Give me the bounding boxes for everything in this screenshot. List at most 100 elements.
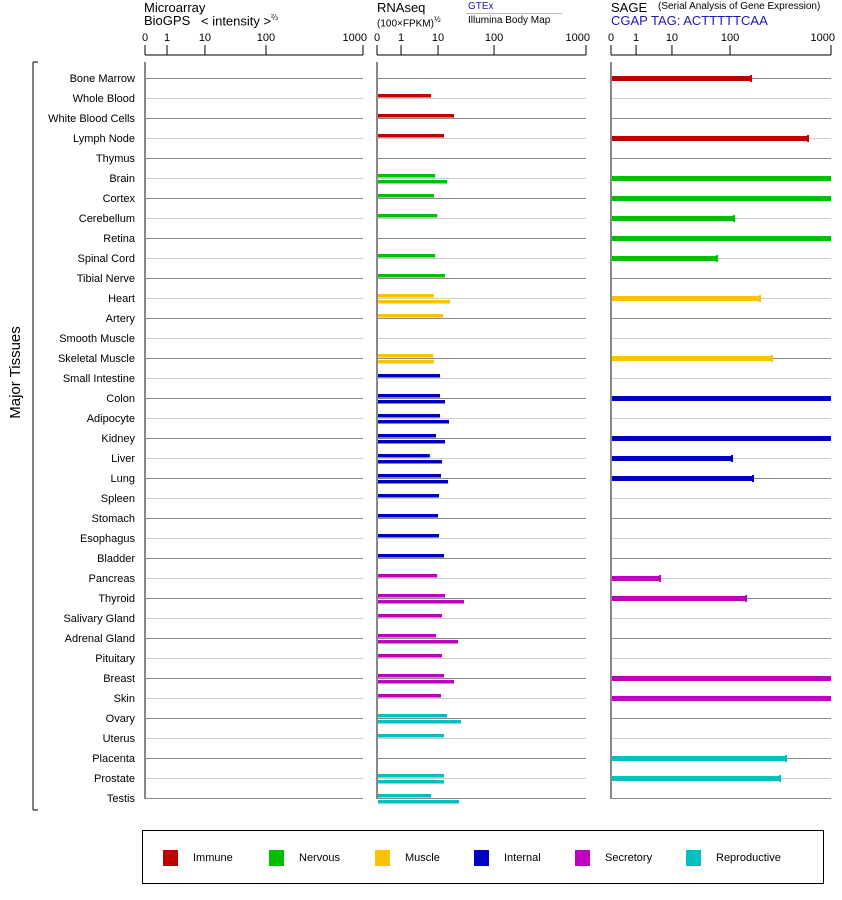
sage-bar-cap bbox=[745, 595, 748, 602]
tissue-label: Retina bbox=[103, 233, 136, 245]
sage-bar bbox=[612, 216, 735, 221]
microarray-title: Microarray bbox=[144, 0, 206, 15]
legend-item-nervous: Nervous bbox=[269, 850, 340, 866]
rnaseq-bar bbox=[378, 180, 448, 184]
tissue-label: Cortex bbox=[103, 193, 136, 205]
rnaseq-bar bbox=[378, 514, 439, 518]
tissue-label: Tibial Nerve bbox=[77, 273, 135, 285]
legend-label: Nervous bbox=[299, 852, 340, 864]
legend-swatch bbox=[474, 850, 489, 866]
sage-cgap-tag[interactable]: CGAP TAG: ACTTTTTCAA bbox=[611, 13, 768, 28]
rnaseq-bar bbox=[378, 114, 455, 118]
rnaseq-bar bbox=[378, 480, 449, 484]
tissue-label: Skeletal Muscle bbox=[58, 353, 135, 365]
legend-swatch bbox=[575, 850, 590, 866]
tissue-label: Ovary bbox=[106, 713, 136, 725]
rnaseq-bar bbox=[378, 734, 445, 738]
tissue-label: Stomach bbox=[92, 513, 135, 525]
sage-tick-label: 100 bbox=[721, 32, 739, 44]
tissue-label: Spleen bbox=[101, 493, 135, 505]
sage-bar-cap bbox=[733, 215, 736, 222]
tissue-label: Skin bbox=[114, 693, 135, 705]
tissue-label: Spinal Cord bbox=[78, 253, 135, 265]
rnaseq-bar bbox=[378, 434, 436, 438]
sage-bar-cap bbox=[716, 255, 719, 262]
tissue-label: Cerebellum bbox=[79, 213, 135, 225]
legend-item-secretory: Secretory bbox=[575, 850, 652, 866]
rnaseq-bar bbox=[378, 640, 459, 644]
microarray-unit-exponent: ⅔ bbox=[271, 13, 278, 22]
tissue-label: Liver bbox=[111, 453, 135, 465]
rnaseq-tick-label: 10 bbox=[432, 32, 444, 44]
illumina-body-map-label: Illumina Body Map bbox=[468, 15, 551, 26]
sage-bar bbox=[612, 456, 733, 461]
rnaseq-bar bbox=[378, 794, 432, 798]
tissue-label: Kidney bbox=[101, 433, 135, 445]
rnaseq-bar bbox=[378, 674, 445, 678]
sage-bar bbox=[612, 296, 760, 301]
legend: Immune Nervous Muscle Internal Secretory… bbox=[142, 830, 824, 884]
sage-bar-cap bbox=[750, 75, 753, 82]
sage-bar-cap bbox=[770, 355, 773, 362]
rnaseq-bar bbox=[378, 694, 442, 698]
rnaseq-bar bbox=[378, 634, 436, 638]
legend-swatch bbox=[375, 850, 390, 866]
rnaseq-bar bbox=[378, 274, 445, 278]
rnaseq-tick-label: 1 bbox=[398, 32, 404, 44]
sage-bar-cap bbox=[758, 295, 761, 302]
tissue-label: Thyroid bbox=[98, 593, 135, 605]
rnaseq-bar bbox=[378, 594, 445, 598]
legend-item-reproductive: Reproductive bbox=[686, 850, 781, 866]
tissue-label: Colon bbox=[106, 393, 135, 405]
sage-subtitle: (Serial Analysis of Gene Expression) bbox=[658, 1, 821, 12]
sage-bar-cap bbox=[779, 775, 782, 782]
rnaseq-bar bbox=[378, 194, 434, 198]
tissue-label: Lung bbox=[111, 473, 135, 485]
sage-bar-cap bbox=[806, 135, 809, 142]
tissue-label: Breast bbox=[103, 673, 135, 685]
rnaseq-unit-exponent: ½ bbox=[433, 15, 441, 24]
microarray-tick-label: 0 bbox=[142, 32, 148, 44]
rnaseq-bar bbox=[378, 374, 441, 378]
legend-swatch bbox=[269, 850, 284, 866]
legend-item-immune: Immune bbox=[163, 850, 233, 866]
sage-bar bbox=[612, 756, 787, 761]
sage-bar bbox=[612, 256, 718, 261]
gtex-link[interactable]: GTEx bbox=[468, 1, 494, 12]
sage-bar bbox=[612, 76, 752, 81]
tissue-label: Whole Blood bbox=[73, 93, 135, 105]
tissue-label: Lymph Node bbox=[73, 133, 135, 145]
tissue-label: Heart bbox=[108, 293, 135, 305]
legend-label: Immune bbox=[193, 852, 233, 864]
rnaseq-bar bbox=[378, 440, 445, 444]
tissue-label: Bone Marrow bbox=[70, 73, 135, 85]
tissue-label: Adipocyte bbox=[87, 413, 135, 425]
legend-item-muscle: Muscle bbox=[375, 850, 440, 866]
rnaseq-bar bbox=[378, 614, 443, 618]
legend-label: Internal bbox=[504, 852, 541, 864]
legend-swatch bbox=[163, 850, 178, 866]
microarray-tick-label: 1 bbox=[164, 32, 170, 44]
sage-bar bbox=[612, 396, 831, 401]
rnaseq-bar bbox=[378, 400, 445, 404]
rnaseq-bar bbox=[378, 414, 441, 418]
tissue-label: Uterus bbox=[103, 733, 136, 745]
rnaseq-bar bbox=[378, 574, 438, 578]
rnaseq-bar bbox=[378, 494, 440, 498]
microarray-unit: < intensity >⅔ bbox=[201, 13, 278, 28]
tissue-label: Testis bbox=[107, 793, 136, 805]
tissue-label: Bladder bbox=[97, 553, 135, 565]
sage-bar bbox=[612, 676, 831, 681]
rnaseq-bar bbox=[378, 420, 450, 424]
sage-bar-cap bbox=[658, 575, 661, 582]
legend-label: Muscle bbox=[405, 852, 440, 864]
sage-bar bbox=[612, 136, 808, 141]
rnaseq-bar bbox=[378, 554, 445, 558]
sage-bar bbox=[612, 776, 781, 781]
sage-tick-label: 1000 bbox=[811, 32, 835, 44]
sage-bar bbox=[612, 476, 754, 481]
rnaseq-unit-text: (100×FPKM) bbox=[377, 18, 434, 30]
legend-label: Secretory bbox=[605, 852, 653, 864]
sage-bar-cap bbox=[752, 475, 755, 482]
rnaseq-bar bbox=[378, 460, 443, 464]
